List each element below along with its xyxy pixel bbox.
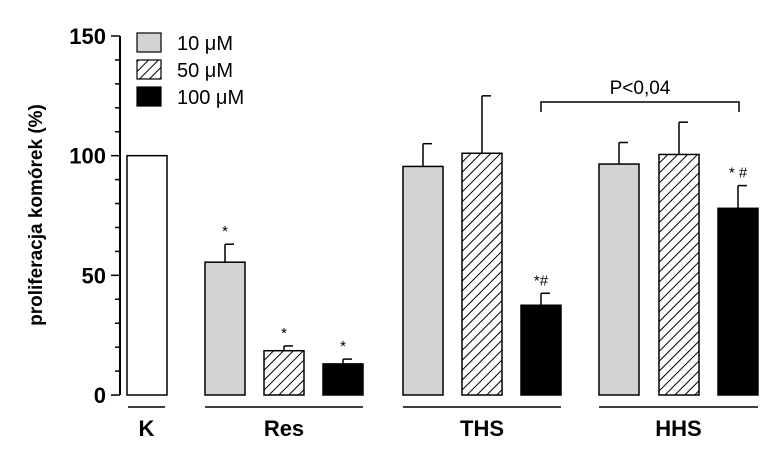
bar-hhs-2 xyxy=(658,153,700,396)
bar-res-2 xyxy=(263,349,305,396)
x-category-label: K xyxy=(139,416,155,441)
bar-k-1 xyxy=(126,154,168,396)
significance-mark: *# xyxy=(534,272,549,289)
legend-label: 50 μM xyxy=(177,60,233,82)
y-tick-label: 100 xyxy=(69,144,106,169)
bar-ths-3 xyxy=(520,304,562,396)
x-category-label: THS xyxy=(460,416,504,441)
y-tick-label: 150 xyxy=(69,24,106,49)
bar-ths-1 xyxy=(402,165,444,396)
x-category-label: HHS xyxy=(655,416,701,441)
bars: * * * *# * # P<0,04 xyxy=(126,78,759,396)
axes: 0 50 100 150 K Res THS HHS xyxy=(69,24,758,441)
legend-label: 100 μM xyxy=(177,87,244,109)
bar-res-1 xyxy=(204,261,246,396)
significance-mark: * xyxy=(281,325,287,342)
significance-mark: * # xyxy=(729,165,748,182)
significance-mark: * xyxy=(222,223,228,240)
legend-swatch-2 xyxy=(136,59,162,80)
legend-swatch-3 xyxy=(136,86,162,107)
bar-hhs-3 xyxy=(717,207,759,396)
significance-mark: * xyxy=(340,338,346,355)
bar-ths-2 xyxy=(461,152,503,396)
y-tick-label: 50 xyxy=(82,263,106,288)
y-axis-label: proliferacja komórek (%) xyxy=(26,104,47,326)
significance-bracket xyxy=(540,101,740,112)
p-value-label: P<0,04 xyxy=(610,78,671,99)
x-category-label: Res xyxy=(264,416,304,441)
legend: 10 μM 50 μM 100 μM xyxy=(136,32,244,109)
bar-res-3 xyxy=(322,363,364,396)
legend-label: 10 μM xyxy=(177,33,233,55)
legend-swatch-1 xyxy=(136,32,162,53)
bar-hhs-1 xyxy=(598,163,640,396)
y-tick-label: 0 xyxy=(94,383,106,408)
